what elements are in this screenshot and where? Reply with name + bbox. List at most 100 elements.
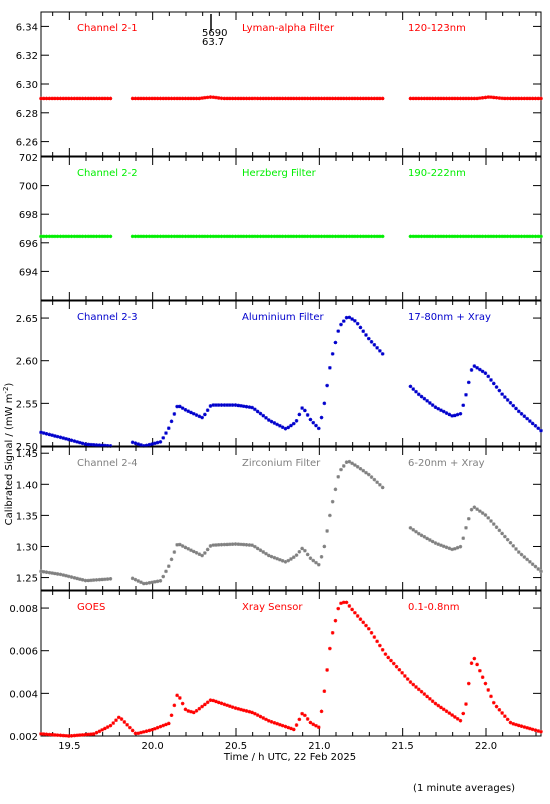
data-point [180,544,185,548]
data-point [447,96,452,101]
data-point [472,505,477,510]
data-point [64,96,68,101]
data-point [155,96,160,101]
y-tick-label: 702 [19,153,38,164]
data-point [539,234,543,239]
data-point [500,234,504,239]
data-point [436,542,441,546]
data-point [305,552,310,557]
data-point [69,234,74,239]
data-point [491,522,496,526]
data-point [508,720,513,725]
data-point [508,96,513,101]
data-point [64,234,68,239]
data-point [66,96,71,101]
data-point [166,426,171,431]
data-point [539,96,543,101]
data-point [461,403,466,408]
data-point [139,234,143,239]
data-point [497,96,502,100]
data-point [480,675,485,679]
data-point [53,733,57,737]
data-point [503,234,507,239]
data-point [44,570,49,575]
data-point [311,558,316,563]
data-point [333,234,338,239]
data-point [522,96,527,101]
data-point [83,442,88,446]
data-point [311,420,316,425]
data-point [461,96,466,101]
data-point [205,234,210,239]
data-point [347,96,352,101]
data-point [422,692,427,696]
data-point [133,96,138,101]
data-point [83,234,88,239]
data-point [222,542,227,547]
data-point [72,234,77,239]
data-point [264,96,268,101]
data-point [180,96,185,101]
data-point [180,701,185,706]
data-point [264,234,268,239]
data-point [166,564,171,568]
data-point [203,551,207,555]
data-point [430,699,435,703]
data-point [50,571,54,575]
data-point [311,234,316,239]
data-point [211,403,216,407]
data-point [219,542,224,547]
data-point [461,711,466,716]
data-point [211,543,216,547]
data-point [528,559,532,564]
data-point [355,96,360,101]
data-point [141,581,146,586]
data-point [511,234,516,239]
data-point [411,528,416,532]
data-point [183,707,188,712]
data-point [253,96,257,101]
data-point [336,606,341,611]
data-point [433,541,438,545]
data-point [494,525,499,530]
data-point [483,513,488,517]
panel-label: Channel 2-3 [77,312,138,323]
data-point [158,578,163,583]
panel-frame [40,446,542,591]
data-point [380,352,385,356]
data-point [172,550,177,554]
y-tick-label: 0.002 [9,732,38,743]
data-point [372,635,377,639]
data-point [466,681,471,686]
data-point [255,409,260,414]
data-point [414,389,418,394]
data-point [214,699,218,704]
data-point [41,234,46,239]
data-point [105,725,110,729]
data-point [266,553,271,558]
data-point [72,439,77,443]
data-point [222,234,227,239]
data-point [119,717,124,721]
data-point [61,436,66,440]
data-point [366,472,371,477]
data-point [61,733,66,738]
data-point [130,96,135,101]
data-point [505,537,510,542]
data-point [405,677,410,681]
data-point [191,234,196,239]
data-point [300,546,304,551]
data-point [228,96,232,101]
y-tick-label: 0.008 [9,604,38,615]
data-point [422,234,427,239]
data-point [219,701,224,706]
data-point [303,234,307,239]
data-point [214,234,218,239]
data-point [69,734,74,738]
data-point [50,433,54,437]
data-point [508,540,513,545]
y-tick-label: 6.30 [16,80,38,91]
data-point [189,96,193,101]
data-point [494,385,499,389]
data-point [105,234,110,239]
